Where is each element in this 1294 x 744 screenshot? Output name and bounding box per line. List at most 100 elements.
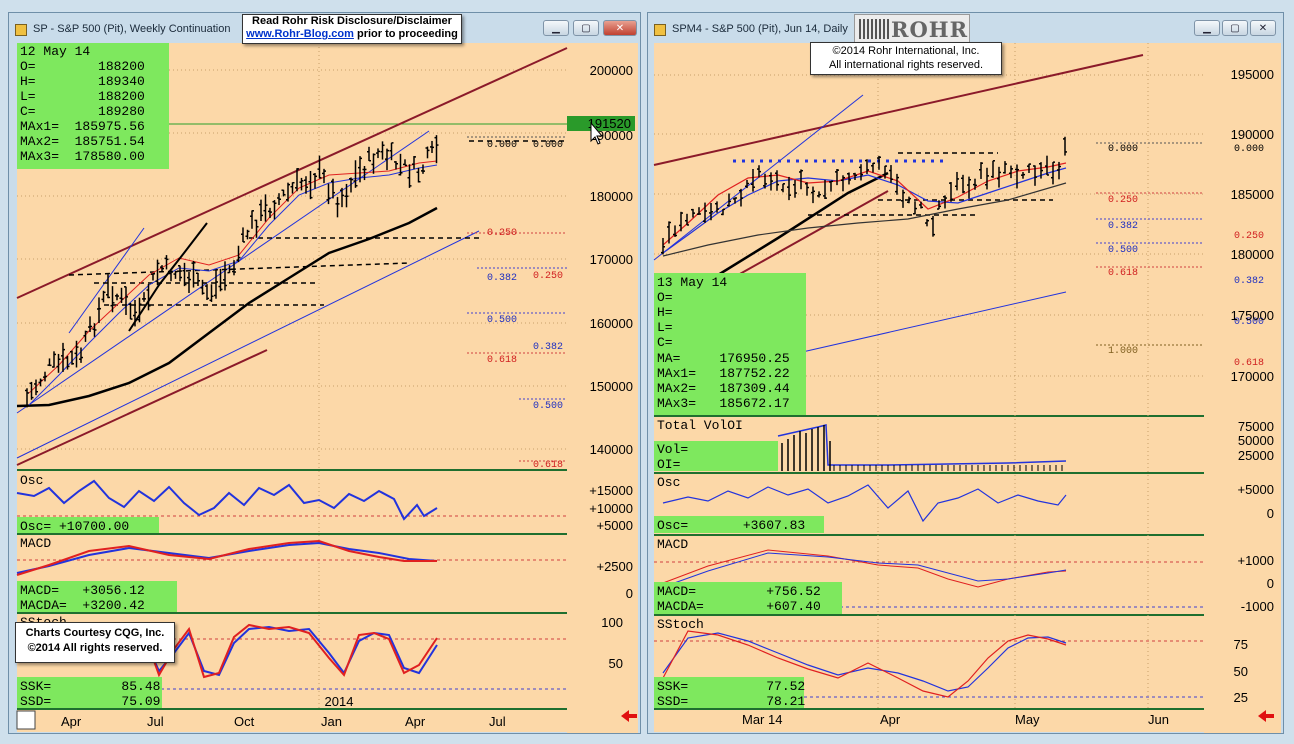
price-tick: 140000 — [590, 442, 633, 457]
mouse-cursor-icon — [590, 121, 604, 145]
close-button[interactable]: ✕ — [603, 20, 637, 36]
last-price-tag — [567, 116, 635, 131]
price-tick: 180000 — [1231, 247, 1274, 262]
info-date: 13 May 14 — [657, 275, 727, 290]
lower-trendline — [16, 349, 268, 466]
maximize-button[interactable]: ▢ — [1222, 20, 1248, 36]
osc-tick: +5000 — [1237, 482, 1274, 497]
info-max2: MAx2= 187309.44 — [657, 381, 790, 396]
year-label: 2014 — [325, 694, 354, 709]
fib-label: 0.500 — [533, 401, 563, 412]
cqg-courtesy-notice: Charts Courtesy CQG, Inc. ©2014 All righ… — [15, 622, 175, 663]
macda-line — [662, 552, 1067, 588]
rohr-blog-link[interactable]: www.Rohr-Blog.com — [246, 28, 354, 40]
courtesy-text: Charts Courtesy CQG, Inc. — [25, 627, 165, 639]
x-tick: Jan — [321, 714, 342, 729]
copyright-notice: ©2014 Rohr International, Inc. All inter… — [810, 42, 1002, 75]
sstoch-value-box — [17, 677, 162, 708]
minimize-button[interactable]: ▁ — [1194, 20, 1220, 36]
price-tick: 150000 — [590, 379, 633, 394]
info-ma: MA= 176950.25 — [657, 351, 790, 366]
info-high: H= — [657, 305, 673, 320]
ma3-line — [662, 182, 1067, 257]
osc-line — [16, 479, 438, 521]
x-tick: Jul — [489, 714, 506, 729]
info-max1: MAx1= 187752.22 — [657, 366, 790, 381]
daily-chart-svg[interactable]: 0.000 0.000 0.250 0.250 0.382 0.382 0.50… — [648, 13, 1285, 735]
rohr-logo: ROHR — [854, 14, 970, 44]
volume-value-box — [654, 441, 778, 471]
ma-long-line — [797, 291, 1067, 354]
macd-label: MACD — [657, 537, 688, 552]
weekly-chart-svg[interactable]: 0.000 0.000 0.250 0.250 0.382 0.382 0.50… — [9, 13, 642, 735]
disclaimer-text: Read Rohr Risk Disclosure/Disclaimer — [252, 15, 452, 27]
logo-bars-icon — [859, 19, 889, 39]
scroll-left-arrow-icon[interactable] — [621, 710, 637, 722]
fib-label: 0.250 — [1234, 231, 1264, 242]
macd-value-box — [654, 582, 842, 614]
info-high: H= 189340 — [20, 74, 145, 89]
volume-bars — [781, 425, 1063, 471]
price-tick: 190000 — [590, 128, 633, 143]
window-titlebar[interactable]: SP - S&P 500 (Pit), Weekly Continuation … — [9, 13, 640, 43]
fib-label: 0.618 — [1234, 358, 1264, 369]
fib-label: 0.618 — [533, 460, 563, 471]
macd-tick: 0 — [1267, 576, 1274, 591]
price-tick: 175000 — [1231, 308, 1274, 323]
logo-text: ROHR — [891, 17, 969, 42]
x-tick: Oct — [234, 714, 255, 729]
ssk-value: SSK= 85.48 — [20, 679, 160, 694]
ma2-line — [662, 167, 1067, 254]
ma3-line — [16, 206, 438, 408]
fib-label: 0.000 — [533, 140, 563, 151]
oi-value: OI= — [657, 457, 681, 472]
chart-app-icon — [15, 24, 27, 36]
volume-tick: 75000 — [1238, 419, 1274, 434]
maximize-button[interactable]: ▢ — [573, 20, 599, 36]
sstoch-tick: 25 — [1234, 690, 1248, 705]
macd-tick: -1000 — [1241, 599, 1274, 614]
fib-label: 0.250 — [533, 271, 563, 282]
info-low: L= 188200 — [20, 89, 145, 104]
support-line — [68, 262, 410, 276]
short-trendline — [717, 171, 889, 277]
time-axis-bg — [654, 710, 1204, 732]
window-titlebar[interactable]: SPM4 - S&P 500 (Pit), Jun 14, Daily ▁ ▢ … — [648, 13, 1283, 43]
time-axis-bg — [17, 710, 567, 732]
close-button[interactable]: ✕ — [1250, 20, 1276, 36]
daily-chart-window[interactable]: SPM4 - S&P 500 (Pit), Jun 14, Daily ▁ ▢ … — [647, 12, 1284, 734]
scroll-left-arrow-icon[interactable] — [1258, 710, 1274, 722]
info-low: L= — [657, 320, 673, 335]
sstoch-tick: 75 — [1234, 637, 1248, 652]
scroll-box[interactable] — [16, 710, 36, 730]
weekly-chart-window[interactable]: SP - S&P 500 (Pit), Weekly Continuation … — [8, 12, 641, 734]
info-box — [654, 273, 806, 415]
macda-line — [16, 541, 438, 574]
macda-value: MACDA= +607.40 — [657, 599, 821, 614]
price-tick: 195000 — [1231, 67, 1274, 82]
lower-trendline — [737, 190, 889, 276]
osc-tick: +15000 — [589, 483, 633, 498]
volume-tick: 25000 — [1238, 448, 1274, 463]
info-max2: MAx2= 185751.54 — [20, 134, 145, 149]
x-tick: Mar 14 — [742, 712, 782, 727]
info-max3: MAx3= 185672.17 — [657, 396, 790, 411]
macd-line — [16, 539, 437, 576]
chart-app-icon — [654, 24, 666, 36]
short-channel-line — [68, 227, 145, 334]
fib-label: 1.000 — [1108, 346, 1138, 357]
fib-label: 0.382 — [533, 342, 563, 353]
x-tick: Jul — [147, 714, 164, 729]
fib-label: 0.500 — [1234, 317, 1264, 328]
fib-label: 0.382 — [1108, 221, 1138, 232]
fib-label: 0.500 — [487, 315, 517, 326]
x-tick: May — [1015, 712, 1040, 727]
vol-value: Vol= — [657, 442, 688, 457]
osc-value-box — [17, 517, 159, 533]
minimize-button[interactable]: ▁ — [543, 20, 569, 36]
price-tick: 170000 — [590, 252, 633, 267]
disclaimer-notice[interactable]: Read Rohr Risk Disclosure/Disclaimer www… — [242, 14, 462, 44]
macd-tick: 0 — [626, 586, 633, 601]
macd-value: MACD= +3056.12 — [20, 583, 145, 598]
x-tick: Jun — [1148, 712, 1169, 727]
